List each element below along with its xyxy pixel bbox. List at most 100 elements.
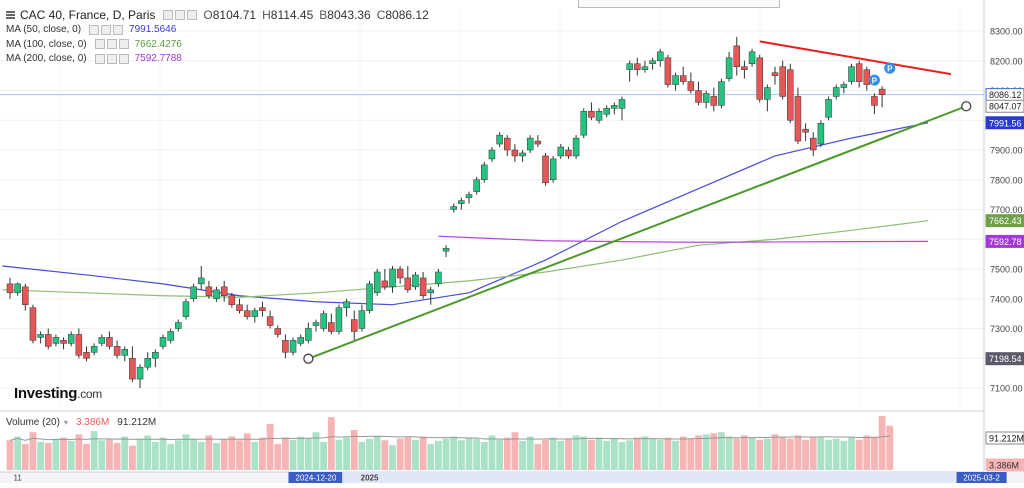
candle-up xyxy=(373,271,381,294)
volume-bar xyxy=(832,438,840,470)
volume-bar xyxy=(848,437,855,470)
ma200-label: MA (200, close, 0) xyxy=(6,53,87,65)
time-axis-label: 2025 xyxy=(361,474,379,483)
candle-down xyxy=(733,45,740,67)
candle-up xyxy=(167,331,174,341)
volume-bar xyxy=(129,445,136,470)
volume-bar xyxy=(511,432,519,470)
volume-bar xyxy=(542,439,549,470)
candle-up xyxy=(90,346,98,353)
legend-ma50-row[interactable]: MA (50, close, 0) 7991.5646 xyxy=(6,23,429,38)
candle-up xyxy=(175,322,182,329)
volume-bar xyxy=(741,435,748,470)
close-icon[interactable] xyxy=(113,24,124,35)
candle-down xyxy=(695,90,702,103)
time-axis-highlight-edge xyxy=(956,472,958,483)
candle-up xyxy=(626,63,633,70)
candle-up xyxy=(358,310,366,329)
volume-legend[interactable]: Volume (20) ▾ 3.386M 91.212M xyxy=(6,417,156,428)
volume-bar xyxy=(44,443,52,470)
volume-value-red: 3.386M xyxy=(75,417,110,428)
legend-ma100-row[interactable]: MA (100, close, 0) 7662.4276 xyxy=(6,37,429,52)
y-tick-label: 8300.00 xyxy=(990,27,1023,37)
candle-up xyxy=(465,194,473,198)
ohlc-high: H8114.45 xyxy=(262,8,314,23)
volume-bar xyxy=(580,436,588,470)
price-tag xyxy=(985,352,1024,366)
settings-icon[interactable] xyxy=(94,39,105,50)
candle-down xyxy=(871,96,878,106)
candle-up xyxy=(320,313,327,329)
price-tag xyxy=(985,214,1024,228)
y-tick-label: 7800.00 xyxy=(990,175,1023,185)
close-icon[interactable] xyxy=(187,10,198,21)
menu-icon[interactable] xyxy=(6,11,15,20)
eye-icon[interactable] xyxy=(106,53,117,64)
candle-down xyxy=(282,340,289,353)
legend-ma200-row[interactable]: MA (200, close, 0) 7592.7788 xyxy=(6,52,429,67)
ma200-line xyxy=(438,235,929,243)
volume-bar xyxy=(83,444,90,470)
candle-up xyxy=(649,60,656,64)
volume-bar xyxy=(274,444,282,470)
y-tick-label: 8200.00 xyxy=(990,56,1023,66)
legend-controls[interactable] xyxy=(161,10,198,21)
candle-up xyxy=(526,137,534,151)
volume-bar xyxy=(389,445,396,470)
close-icon[interactable] xyxy=(118,39,129,50)
candle-up xyxy=(595,111,603,121)
volume-bar xyxy=(519,440,526,470)
candle-down xyxy=(802,128,809,133)
candle-up xyxy=(848,66,855,82)
volume-bar xyxy=(419,436,427,470)
volume-bar xyxy=(52,438,60,470)
settings-icon[interactable] xyxy=(94,53,105,64)
eye-icon[interactable] xyxy=(175,10,186,21)
volume-bar xyxy=(14,436,22,470)
candle-down xyxy=(351,319,358,332)
candle-down xyxy=(511,149,519,157)
volume-bar xyxy=(756,439,764,470)
chart-legend: CAC 40, France, D, Paris O8104.71 H8114.… xyxy=(6,8,429,66)
settings-icon[interactable] xyxy=(163,10,174,21)
volume-bar xyxy=(672,440,679,470)
candle-up xyxy=(572,137,580,157)
volume-bar xyxy=(809,437,817,470)
volume-bar xyxy=(695,435,702,470)
candle-up xyxy=(718,81,725,106)
eye-icon[interactable] xyxy=(101,24,112,35)
top-toolbar-stub[interactable] xyxy=(578,0,780,8)
eye-icon[interactable] xyxy=(106,39,117,50)
volume-bar xyxy=(450,436,458,470)
volume-bar xyxy=(610,438,618,470)
candle-up xyxy=(213,289,220,300)
candle-down xyxy=(710,96,718,106)
ma200-controls[interactable] xyxy=(93,53,129,64)
candle-up xyxy=(611,105,618,109)
volume-bar xyxy=(863,435,871,470)
candle-down xyxy=(75,334,83,356)
volume-bar xyxy=(886,425,894,470)
volume-bar xyxy=(312,432,320,470)
price-tag-label: 7991.56 xyxy=(989,118,1022,128)
candle-down xyxy=(588,111,595,118)
candle-up xyxy=(305,328,312,341)
volume-controls[interactable]: ▾ xyxy=(63,418,68,427)
settings-icon[interactable] xyxy=(89,24,100,35)
ma100-controls[interactable] xyxy=(93,39,129,50)
volume-bar xyxy=(335,439,343,470)
candle-down xyxy=(113,346,121,356)
candle-up xyxy=(458,200,465,204)
volume-tag xyxy=(985,431,1024,445)
volume-bar xyxy=(228,436,236,470)
close-icon[interactable] xyxy=(118,53,129,64)
candle-down xyxy=(274,328,281,335)
ma50-controls[interactable] xyxy=(87,24,124,35)
candle-up xyxy=(519,152,526,157)
ma100-label: MA (100, close, 0) xyxy=(6,38,87,50)
volume-bar xyxy=(213,443,220,470)
candle-down xyxy=(220,286,228,297)
candle-down xyxy=(756,57,763,100)
candle-up xyxy=(603,108,610,115)
